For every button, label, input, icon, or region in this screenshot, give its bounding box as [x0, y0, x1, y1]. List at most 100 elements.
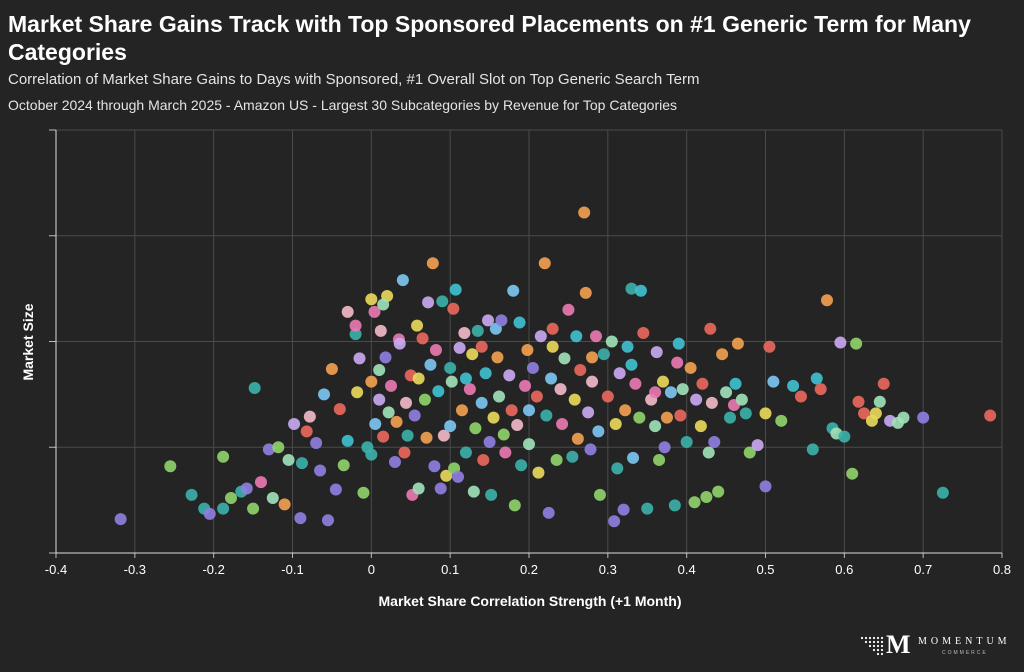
- scatter-point: [653, 453, 666, 466]
- scatter-point: [578, 206, 591, 219]
- scatter-point: [627, 451, 640, 464]
- scatter-point: [814, 383, 827, 396]
- x-tick-label: 0.6: [835, 562, 853, 577]
- axes: [49, 129, 1003, 558]
- logo-dots-icon: [860, 636, 884, 656]
- scatter-point: [625, 282, 638, 295]
- scatter-point: [452, 470, 465, 483]
- scatter-point: [459, 372, 472, 385]
- x-tick-label: -0.1: [281, 562, 303, 577]
- scatter-point: [422, 296, 435, 309]
- logo-letter: M: [886, 630, 911, 659]
- scatter-point: [617, 503, 630, 516]
- scatter-point: [838, 430, 851, 443]
- scatter-point: [416, 332, 429, 345]
- scatter-point: [634, 284, 647, 297]
- scatter-point: [247, 502, 260, 515]
- scatter-point: [763, 340, 776, 353]
- scatter-point: [482, 314, 495, 327]
- scatter-point: [775, 414, 788, 427]
- scatter-point: [877, 377, 890, 390]
- scatter-point: [521, 343, 534, 356]
- scatter-point: [806, 443, 819, 456]
- scatter-point: [729, 377, 742, 390]
- scatter-point: [337, 459, 350, 472]
- scatter-point: [649, 420, 662, 433]
- scatter-point: [519, 379, 532, 392]
- scatter-point: [545, 372, 558, 385]
- scatter-point: [759, 480, 772, 493]
- scatter-point: [556, 417, 569, 430]
- scatter-point: [377, 430, 390, 443]
- scatter-point: [897, 411, 910, 424]
- scatter-point: [295, 457, 308, 470]
- scatter-point: [668, 499, 681, 512]
- scatter-point: [365, 293, 378, 306]
- scatter-point: [787, 379, 800, 392]
- scatter-point: [650, 346, 663, 359]
- logo-subtitle: COMMERCE: [942, 650, 988, 656]
- scatter-point: [664, 386, 677, 399]
- scatter-point: [657, 375, 670, 388]
- scatter-point: [254, 476, 267, 489]
- scatter-point: [310, 437, 323, 450]
- scatter-point: [357, 486, 370, 499]
- scatter-point: [794, 390, 807, 403]
- scatter-point: [429, 343, 442, 356]
- scatter-point: [597, 348, 610, 361]
- scatter-point: [586, 351, 599, 364]
- scatter-point: [449, 283, 462, 296]
- scatter-point: [720, 386, 733, 399]
- logo-name: MOMENTUM: [918, 636, 1011, 647]
- scatter-point: [341, 434, 354, 447]
- scatter-point: [584, 443, 597, 456]
- scatter-point: [570, 330, 583, 343]
- scatter-point: [873, 395, 886, 408]
- scatter-point: [671, 356, 684, 369]
- scatter-point: [767, 375, 780, 388]
- scatter-point: [485, 488, 498, 501]
- scatter-point: [368, 305, 381, 318]
- scatter-point: [523, 438, 535, 451]
- scatter-point: [420, 431, 433, 444]
- scatter-point: [550, 453, 563, 466]
- scatter-point: [704, 322, 717, 335]
- scatter-point: [852, 395, 865, 408]
- scatter-point: [708, 435, 721, 448]
- scatter-point: [739, 407, 752, 420]
- data-points: [114, 206, 997, 528]
- scatter-point: [373, 364, 386, 377]
- scatter-point: [318, 388, 331, 401]
- scatter-point: [503, 369, 516, 382]
- scatter-point: [455, 404, 468, 417]
- scatter-point: [712, 485, 725, 498]
- scatter-point: [382, 406, 395, 419]
- scatter-point: [592, 425, 605, 438]
- x-tick-label: 0.7: [914, 562, 932, 577]
- scatter-point: [459, 446, 472, 459]
- scatter-point: [582, 406, 595, 419]
- scatter-point: [467, 485, 480, 498]
- scatter-point: [349, 319, 362, 332]
- scatter-point: [611, 462, 624, 475]
- scatter-point: [491, 351, 504, 364]
- scatter-point: [513, 316, 526, 329]
- scatter-point: [412, 482, 425, 495]
- scatter-point: [390, 415, 403, 428]
- scatter-point: [917, 411, 930, 424]
- scatter-point: [262, 443, 275, 456]
- scatter-point: [530, 390, 543, 403]
- x-tick-label: 0.2: [520, 562, 538, 577]
- scatter-point: [447, 302, 460, 315]
- scatter-point: [936, 486, 949, 499]
- scatter-point: [385, 379, 398, 392]
- x-tick-label: 0.8: [993, 562, 1011, 577]
- scatter-point: [185, 488, 198, 501]
- scatter-point: [217, 502, 230, 515]
- scatter-point: [426, 257, 439, 270]
- scatter-point: [850, 337, 863, 350]
- scatter-point: [869, 407, 882, 420]
- scatter-point: [483, 435, 496, 448]
- scatter-point: [333, 403, 346, 416]
- scatter-point: [523, 404, 535, 417]
